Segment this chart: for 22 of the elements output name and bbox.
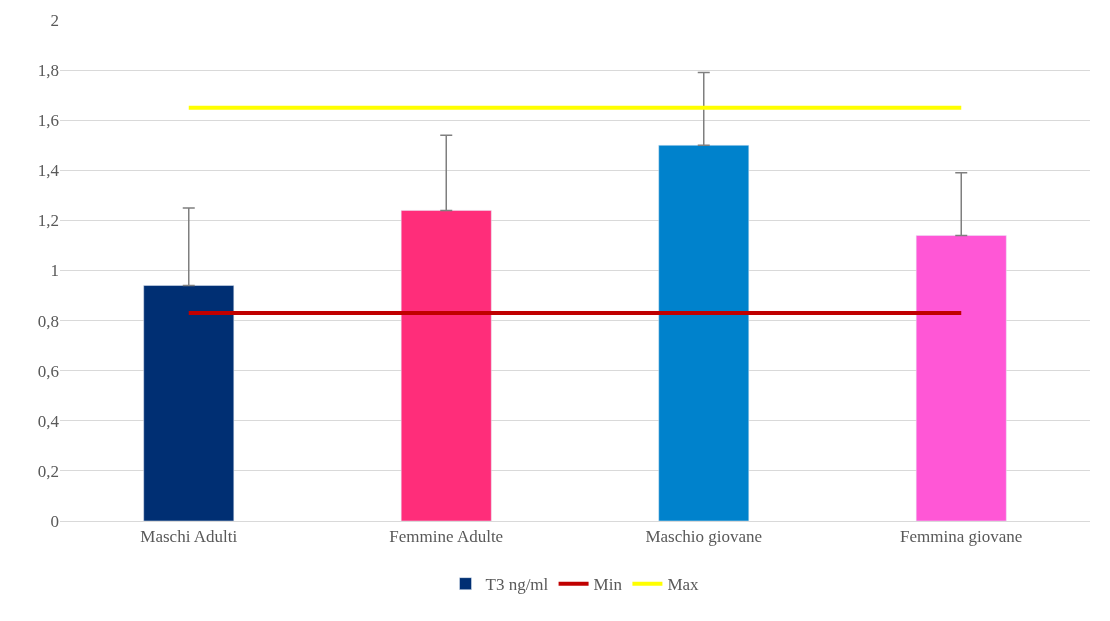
y-tick-label: 0,4 xyxy=(37,411,60,431)
legend-label: Max xyxy=(667,575,700,595)
bar xyxy=(658,145,750,521)
legend-label: T3 ng/ml xyxy=(485,575,549,595)
bar xyxy=(915,235,1007,521)
y-tick-label: 0 xyxy=(50,511,59,531)
bar xyxy=(400,210,492,521)
y-tick-label: 0,2 xyxy=(37,461,59,481)
y-tick-label: 1 xyxy=(50,261,59,281)
bar xyxy=(143,285,235,521)
y-tick-label: 1,4 xyxy=(37,161,60,181)
y-tick-label: 1,8 xyxy=(37,61,59,81)
x-tick-label: Maschi Adulti xyxy=(140,527,238,547)
y-tick-label: 2 xyxy=(50,10,59,30)
y-tick-label: 0,8 xyxy=(37,311,59,331)
y-tick-label: 0,6 xyxy=(37,361,59,381)
y-tick-label: 1,2 xyxy=(37,211,59,231)
x-tick-label: Femmine Adulte xyxy=(389,527,504,547)
x-tick-label: Maschio giovane xyxy=(645,527,763,547)
y-tick-label: 1,6 xyxy=(37,111,59,131)
legend-label: Min xyxy=(593,575,623,595)
x-tick-label: Femmina giovane xyxy=(900,527,1023,547)
